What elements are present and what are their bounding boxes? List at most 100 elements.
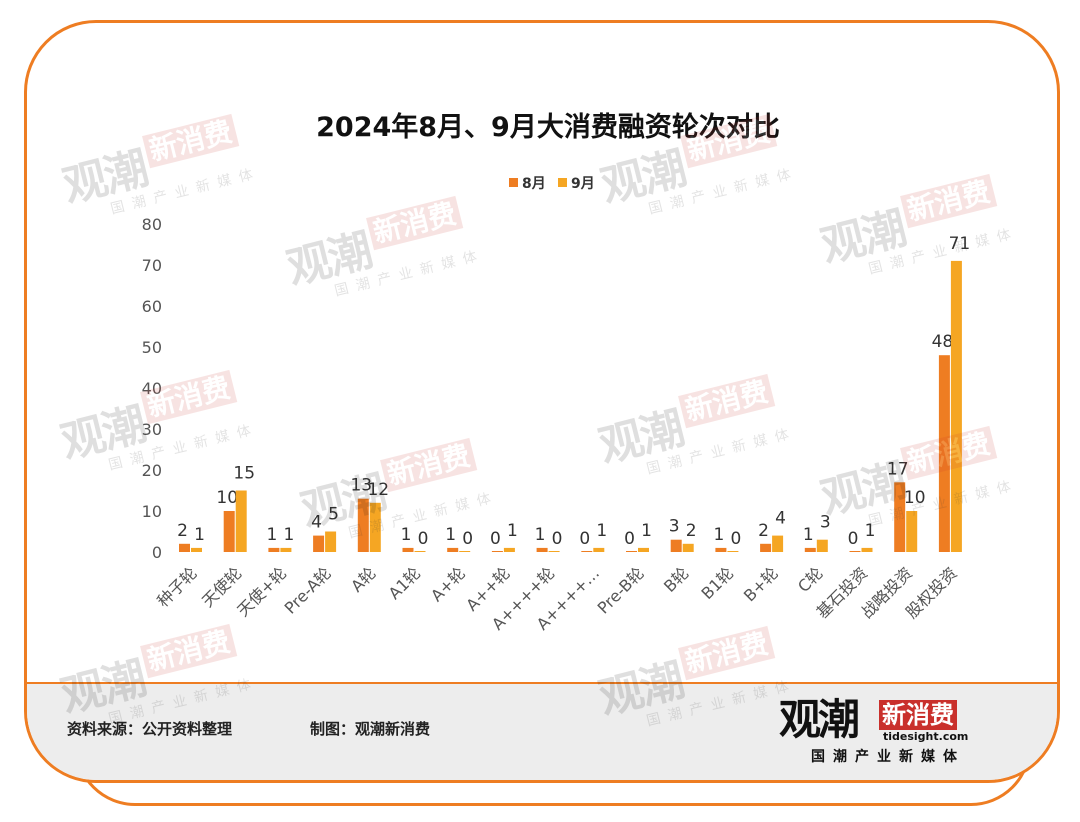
data-label: 1 — [596, 521, 607, 541]
data-label: 71 — [949, 234, 971, 254]
legend-label: 9月 — [571, 176, 595, 192]
data-label: 1 — [266, 525, 277, 545]
x-tick-label: A1轮 — [385, 563, 425, 603]
x-tick-label: A+轮 — [427, 563, 469, 605]
data-label: 0 — [730, 529, 741, 549]
data-label: 4 — [775, 509, 786, 529]
data-label: 5 — [328, 505, 339, 525]
x-tick-label: 种子轮 — [153, 563, 200, 610]
y-tick-label: 30 — [142, 420, 162, 439]
bar — [626, 551, 637, 552]
bar — [670, 539, 682, 552]
data-label: 1 — [401, 525, 412, 545]
data-label: 17 — [887, 459, 909, 479]
data-label: 3 — [820, 513, 831, 533]
x-tick-label: Pre-A轮 — [281, 563, 335, 617]
data-label: 1 — [445, 525, 456, 545]
bar — [816, 539, 828, 552]
bar — [638, 547, 649, 552]
y-tick-label: 0 — [152, 543, 162, 562]
legend-label: 8月 — [522, 176, 546, 192]
logo-site-text: tidesight.com — [883, 730, 969, 743]
data-label: 1 — [507, 521, 518, 541]
data-label: 12 — [367, 480, 389, 500]
bar — [369, 502, 381, 552]
y-tick-label: 60 — [142, 297, 162, 316]
x-tick-label: 天使+轮 — [233, 563, 290, 620]
bar — [280, 547, 292, 552]
bar — [402, 547, 414, 552]
data-label: 0 — [624, 529, 635, 549]
bar — [179, 543, 190, 552]
source-note: 资料来源：公开资料整理 — [67, 720, 233, 738]
chart-title: 2024年8月、9月大消费融资轮次对比 — [316, 111, 780, 143]
logo-red-text: 新消费 — [879, 700, 957, 730]
bar — [849, 551, 861, 552]
bar — [906, 511, 918, 552]
y-axis: 0 10 20 30 40 50 60 70 80 — [142, 215, 162, 562]
x-tick-label: B1轮 — [698, 563, 738, 603]
bar — [581, 551, 593, 552]
x-tick-label: A轮 — [347, 563, 379, 595]
data-label: 0 — [418, 529, 429, 549]
bar — [459, 551, 471, 552]
bar — [491, 551, 503, 552]
logo-main-text: 观潮 — [779, 695, 860, 744]
data-label: 1 — [283, 525, 294, 545]
chart-card: 资料来源：公开资料整理 制图：观潮新消费 观潮 新消费 tidesight.co… — [24, 20, 1060, 783]
bar — [223, 511, 235, 552]
footer-bar: 资料来源：公开资料整理 制图：观潮新消费 观潮 新消费 tidesight.co… — [27, 682, 1057, 780]
bar — [447, 547, 459, 552]
data-label: 0 — [490, 529, 501, 549]
y-tick-label: 20 — [142, 461, 162, 480]
bar — [357, 498, 369, 552]
y-tick-label: 80 — [142, 215, 162, 234]
data-label: 1 — [713, 525, 724, 545]
bar — [191, 547, 202, 552]
bar — [593, 547, 605, 552]
bar — [715, 547, 727, 552]
bar — [772, 535, 784, 552]
y-tick-label: 70 — [142, 256, 162, 275]
data-label: 10 — [904, 488, 926, 508]
bar — [536, 547, 548, 552]
y-tick-label: 10 — [142, 502, 162, 521]
data-label: 1 — [865, 521, 876, 541]
bar — [503, 547, 515, 552]
y-tick-label: 40 — [142, 379, 162, 398]
bar — [325, 531, 337, 552]
data-label: 13 — [350, 476, 372, 496]
data-label: 2 — [758, 521, 769, 541]
x-tick-label: C轮 — [794, 563, 827, 596]
brand-logo: 观潮 新消费 tidesight.com 国潮产业新媒体 — [779, 696, 1009, 768]
data-label: 2 — [177, 521, 188, 541]
data-label: 1 — [803, 525, 814, 545]
bar — [938, 355, 950, 552]
data-label: 1 — [194, 525, 205, 545]
data-label: 48 — [932, 332, 954, 352]
logo-sub-text: 国潮产业新媒体 — [811, 749, 965, 765]
legend-swatch — [558, 178, 567, 187]
data-label: 15 — [233, 464, 255, 484]
x-tick-label: Pre-B轮 — [594, 563, 648, 617]
bar — [804, 547, 816, 552]
bar — [548, 551, 560, 552]
bar — [313, 535, 325, 552]
chart-maker-note: 制图：观潮新消费 — [310, 720, 431, 738]
data-label: 4 — [311, 513, 322, 533]
bar — [235, 490, 247, 552]
legend-swatch — [509, 178, 518, 187]
data-label: 2 — [686, 521, 697, 541]
data-label: 3 — [669, 517, 680, 537]
data-label: 1 — [641, 521, 652, 541]
data-label: 10 — [216, 488, 238, 508]
bar — [414, 551, 426, 552]
chart-legend: 8月 9月 — [509, 176, 595, 192]
data-label: 1 — [535, 525, 546, 545]
y-tick-label: 50 — [142, 338, 162, 357]
bar — [894, 482, 906, 552]
bar — [861, 547, 873, 552]
